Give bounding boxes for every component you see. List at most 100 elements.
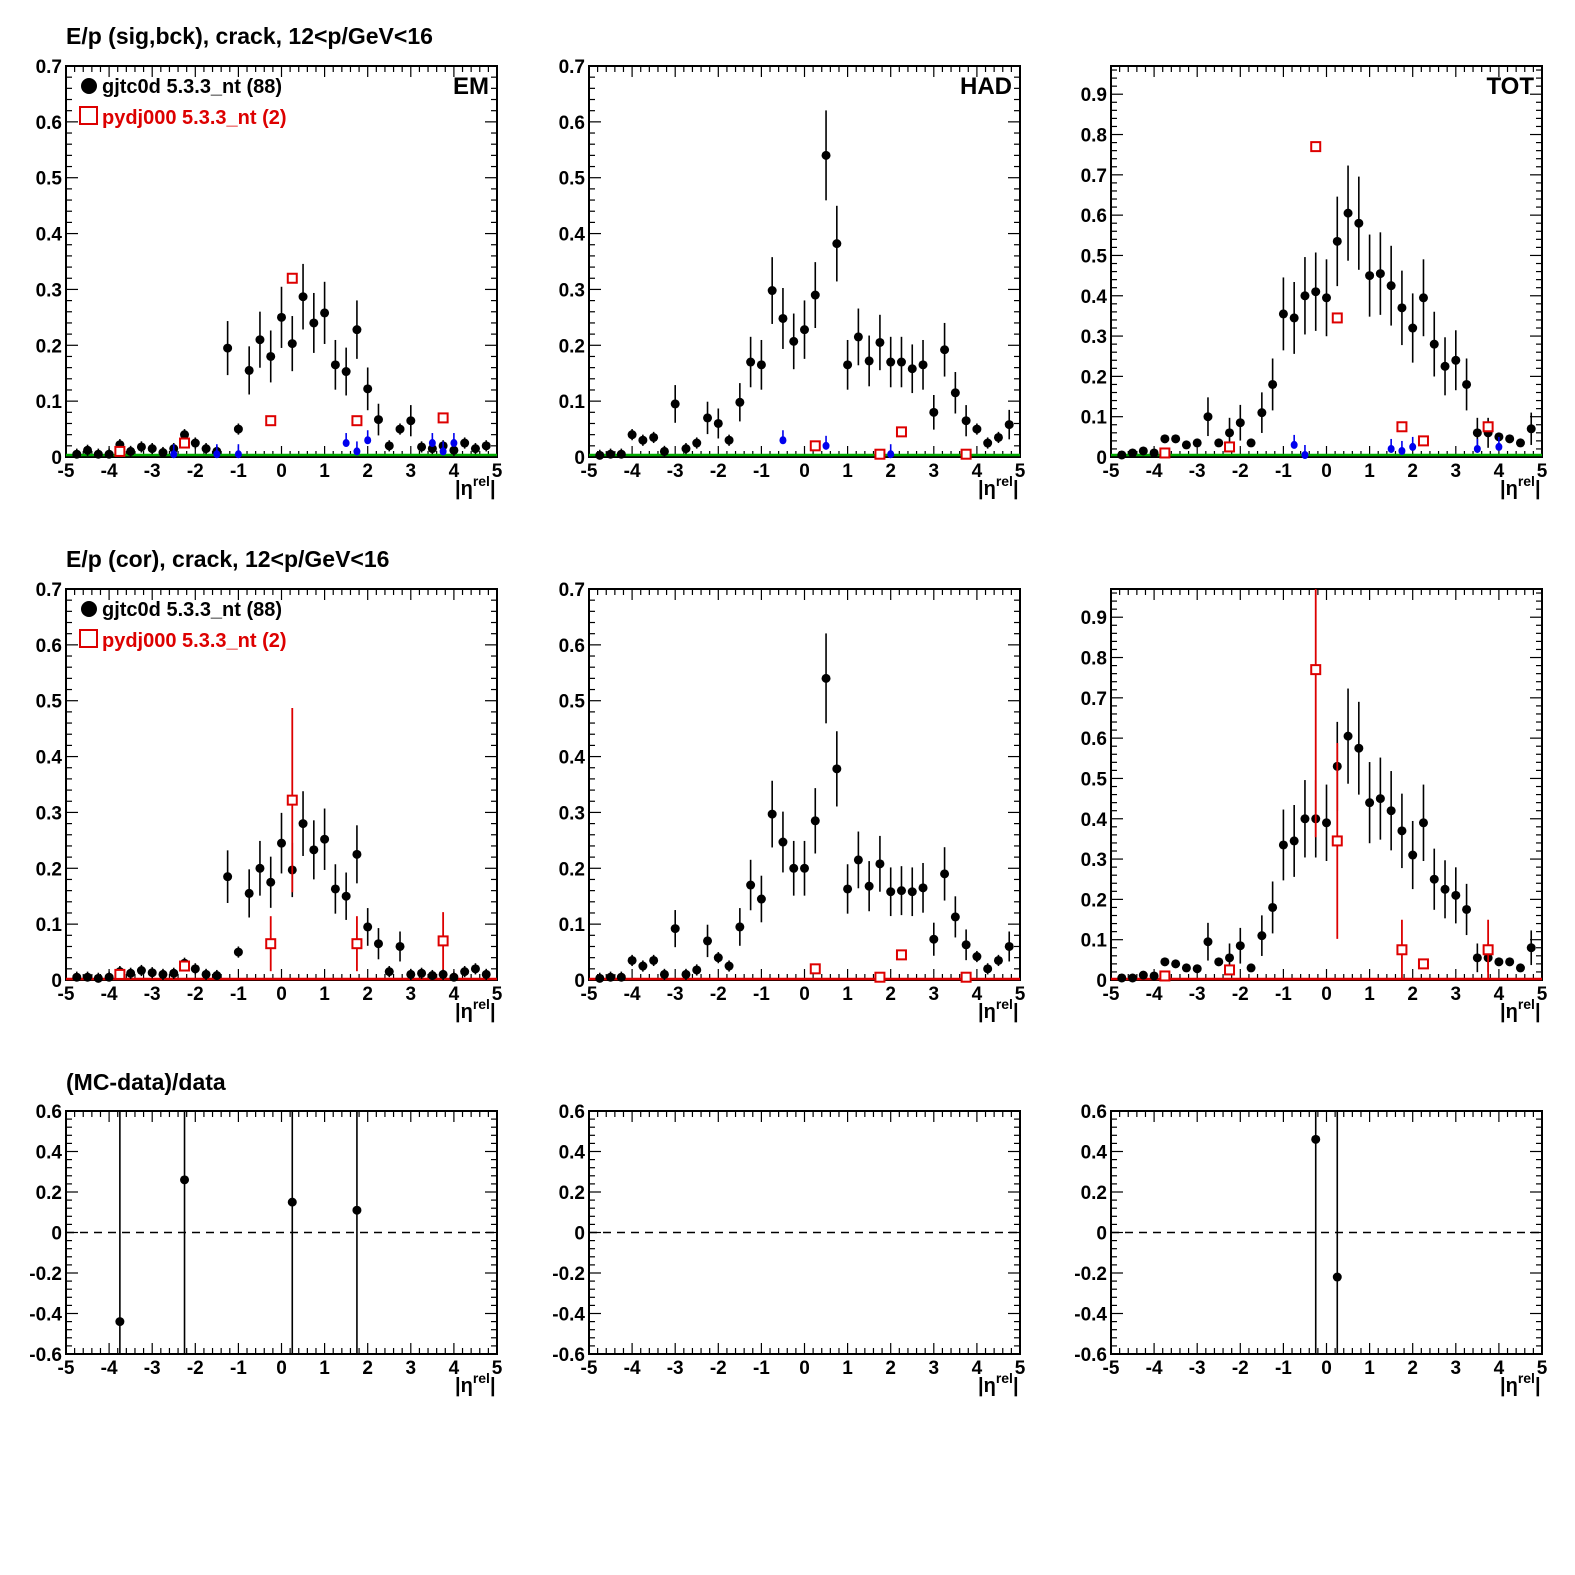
- mc-point: [1224, 441, 1236, 453]
- mc-point: [1417, 435, 1429, 447]
- x-tick-label: -1: [753, 984, 770, 1005]
- data-point: [918, 360, 928, 370]
- data-point: [1278, 309, 1288, 319]
- x-tick-label: -5: [581, 984, 598, 1005]
- x-tick-label: -2: [187, 461, 204, 482]
- data-point: [83, 972, 93, 982]
- data-point: [1386, 806, 1396, 816]
- data-point: [1472, 428, 1482, 438]
- data-point: [972, 952, 982, 962]
- data-point: [940, 869, 950, 879]
- data-point: [853, 855, 863, 865]
- y-tick-label: 0.7: [36, 580, 62, 601]
- data-point: [1289, 836, 1299, 846]
- x-tick-label: -1: [753, 1358, 770, 1379]
- panel-0: -5 -4 -3 -2 -1 0 1 2 3 4 5 0 0.1 0.2 0.3 0.4 0.5 0.6 0.7 |η…: [36, 57, 503, 500]
- y-tick-label: 0.5: [559, 169, 586, 190]
- x-axis-label: |ηrel|: [455, 473, 496, 500]
- data-point: [1505, 434, 1515, 444]
- data-point: [778, 837, 788, 847]
- data-point: [417, 442, 427, 452]
- y-tick-label: 0.2: [36, 1183, 62, 1204]
- data-point: [126, 446, 136, 456]
- data-point: [1235, 941, 1245, 951]
- row-title-sig: E/p (sig,bck), crack, 12<p/GeV<16: [66, 23, 433, 49]
- data-point: [1354, 218, 1364, 228]
- data-point: [126, 968, 136, 978]
- data-point: [896, 886, 906, 896]
- data-point: [832, 764, 842, 774]
- data-point: [670, 924, 680, 934]
- data-point: [1322, 818, 1331, 828]
- data-point: [864, 356, 874, 366]
- data-point: [309, 845, 319, 855]
- data-point: [627, 955, 637, 965]
- x-tick-label: -5: [1103, 461, 1120, 482]
- y-tick-label: -0.2: [552, 1264, 585, 1285]
- data-point: [681, 444, 691, 454]
- data-point: [363, 384, 373, 394]
- x-tick-label: 2: [1407, 984, 1418, 1005]
- data-point: [190, 964, 200, 974]
- x-tick-label: -4: [1146, 1358, 1163, 1379]
- data-point: [1451, 890, 1461, 900]
- y-tick-label: 0.9: [1081, 608, 1107, 629]
- y-tick-label: 0: [574, 448, 585, 469]
- data-point: [810, 290, 820, 300]
- data-point: [713, 418, 723, 428]
- data-point: [1311, 287, 1321, 297]
- y-tick-label: 0: [51, 448, 62, 469]
- y-tick-label: 0.1: [36, 392, 63, 413]
- data-point: [746, 880, 756, 890]
- x-tick-label: 3: [929, 1358, 940, 1379]
- data-point: [649, 432, 659, 442]
- x-tick-label: 0: [1321, 984, 1332, 1005]
- mc-point: [809, 440, 821, 452]
- x-tick-label: 2: [885, 984, 896, 1005]
- mc-point: [1159, 970, 1171, 982]
- data-point: [72, 972, 82, 982]
- data-point: [1332, 236, 1342, 246]
- y-tick-label: 0.6: [1081, 729, 1107, 750]
- data-point: [1365, 798, 1375, 808]
- y-tick-label: 0.1: [1081, 931, 1108, 952]
- y-tick-label: 0.4: [559, 1143, 586, 1164]
- data-point: [417, 968, 427, 978]
- x-tick-label: -2: [710, 1358, 727, 1379]
- x-tick-label: -5: [1103, 984, 1120, 1005]
- y-tick-label: 0.3: [1081, 850, 1107, 871]
- data-point: [638, 961, 648, 971]
- mc-point: [960, 448, 972, 460]
- data-point: [972, 424, 982, 434]
- data-point: [1429, 339, 1439, 349]
- y-tick-label: 0.6: [36, 1102, 62, 1123]
- data-point: [1171, 434, 1181, 444]
- x-axis-label: |ηrel|: [455, 1370, 496, 1397]
- y-tick-label: 0: [51, 1224, 62, 1245]
- legend-data-label: gjtc0d 5.3.3_nt (88): [102, 76, 282, 98]
- data-point: [1526, 424, 1536, 434]
- x-tick-label: -3: [144, 461, 161, 482]
- data-point: [1128, 448, 1138, 458]
- data-point: [789, 336, 799, 346]
- data-point: [93, 973, 103, 983]
- mc-point: [351, 938, 363, 950]
- y-tick-label: 0.3: [36, 280, 62, 301]
- x-tick-label: 5: [1015, 984, 1026, 1005]
- x-tick-label: -5: [58, 984, 75, 1005]
- y-tick-label: 0.3: [559, 803, 585, 824]
- x-tick-label: 1: [319, 984, 330, 1005]
- data-point: [1322, 293, 1331, 303]
- data-point: [1418, 293, 1428, 303]
- legend-data-marker: [81, 78, 97, 94]
- bck-point: [887, 450, 895, 459]
- y-tick-label: 0.1: [36, 915, 63, 936]
- data-point: [627, 430, 637, 440]
- data-point: [449, 972, 459, 982]
- data-point: [1375, 269, 1385, 279]
- y-tick-label: -0.2: [29, 1264, 62, 1285]
- data-point: [907, 364, 917, 374]
- x-tick-label: -3: [667, 461, 684, 482]
- data-point: [1214, 957, 1224, 967]
- x-tick-label: 1: [842, 461, 853, 482]
